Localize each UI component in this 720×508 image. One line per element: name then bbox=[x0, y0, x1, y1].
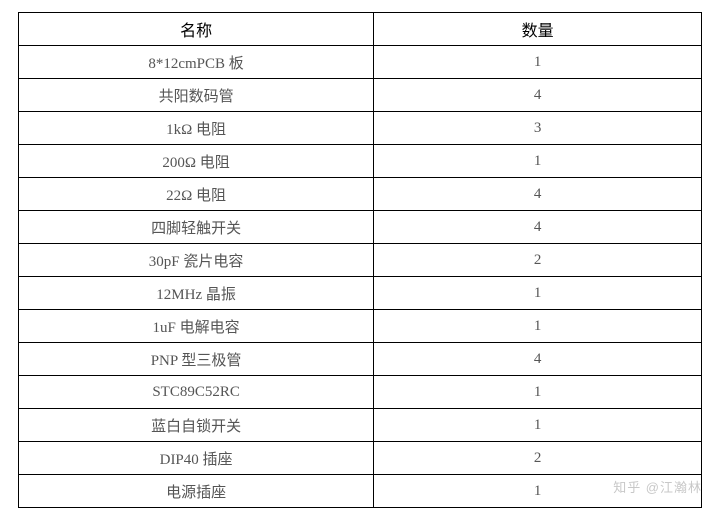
table-row: STC89C52RC 1 bbox=[19, 376, 702, 409]
cell-qty: 2 bbox=[374, 442, 702, 475]
cell-qty: 1 bbox=[374, 46, 702, 79]
cell-qty: 4 bbox=[374, 343, 702, 376]
table-row: 200Ω 电阻 1 bbox=[19, 145, 702, 178]
table-row: 22Ω 电阻 4 bbox=[19, 178, 702, 211]
table-row: 12MHz 晶振 1 bbox=[19, 277, 702, 310]
table-body: 8*12cmPCB 板 1 共阳数码管 4 1kΩ 电阻 3 200Ω 电阻 1… bbox=[19, 46, 702, 508]
header-qty: 数量 bbox=[374, 13, 702, 46]
cell-name: STC89C52RC bbox=[19, 376, 374, 409]
table-row: 1uF 电解电容 1 bbox=[19, 310, 702, 343]
cell-name: 12MHz 晶振 bbox=[19, 277, 374, 310]
components-table: 名称 数量 8*12cmPCB 板 1 共阳数码管 4 1kΩ 电阻 3 200… bbox=[18, 12, 702, 508]
header-name: 名称 bbox=[19, 13, 374, 46]
table-row: PNP 型三极管 4 bbox=[19, 343, 702, 376]
cell-qty: 1 bbox=[374, 409, 702, 442]
cell-name: PNP 型三极管 bbox=[19, 343, 374, 376]
cell-qty: 1 bbox=[374, 376, 702, 409]
cell-name: 200Ω 电阻 bbox=[19, 145, 374, 178]
table-row: 四脚轻触开关 4 bbox=[19, 211, 702, 244]
cell-name: 共阳数码管 bbox=[19, 79, 374, 112]
table-row: 蓝白自锁开关 1 bbox=[19, 409, 702, 442]
cell-name: 电源插座 bbox=[19, 475, 374, 508]
watermark: 知乎 @江瀚林 bbox=[613, 477, 702, 496]
table-row: 共阳数码管 4 bbox=[19, 79, 702, 112]
table-row: 1kΩ 电阻 3 bbox=[19, 112, 702, 145]
cell-qty: 1 bbox=[374, 145, 702, 178]
cell-qty: 4 bbox=[374, 178, 702, 211]
table-row: DIP40 插座 2 bbox=[19, 442, 702, 475]
cell-qty: 4 bbox=[374, 211, 702, 244]
table-row: 电源插座 1 bbox=[19, 475, 702, 508]
cell-name: DIP40 插座 bbox=[19, 442, 374, 475]
table-row: 8*12cmPCB 板 1 bbox=[19, 46, 702, 79]
cell-qty: 1 bbox=[374, 277, 702, 310]
table-header-row: 名称 数量 bbox=[19, 13, 702, 46]
cell-qty: 1 bbox=[374, 310, 702, 343]
cell-qty: 3 bbox=[374, 112, 702, 145]
table-row: 30pF 瓷片电容 2 bbox=[19, 244, 702, 277]
cell-qty: 2 bbox=[374, 244, 702, 277]
cell-name: 蓝白自锁开关 bbox=[19, 409, 374, 442]
cell-name: 8*12cmPCB 板 bbox=[19, 46, 374, 79]
cell-name: 1kΩ 电阻 bbox=[19, 112, 374, 145]
cell-qty: 4 bbox=[374, 79, 702, 112]
cell-name: 1uF 电解电容 bbox=[19, 310, 374, 343]
cell-name: 22Ω 电阻 bbox=[19, 178, 374, 211]
cell-name: 四脚轻触开关 bbox=[19, 211, 374, 244]
cell-name: 30pF 瓷片电容 bbox=[19, 244, 374, 277]
